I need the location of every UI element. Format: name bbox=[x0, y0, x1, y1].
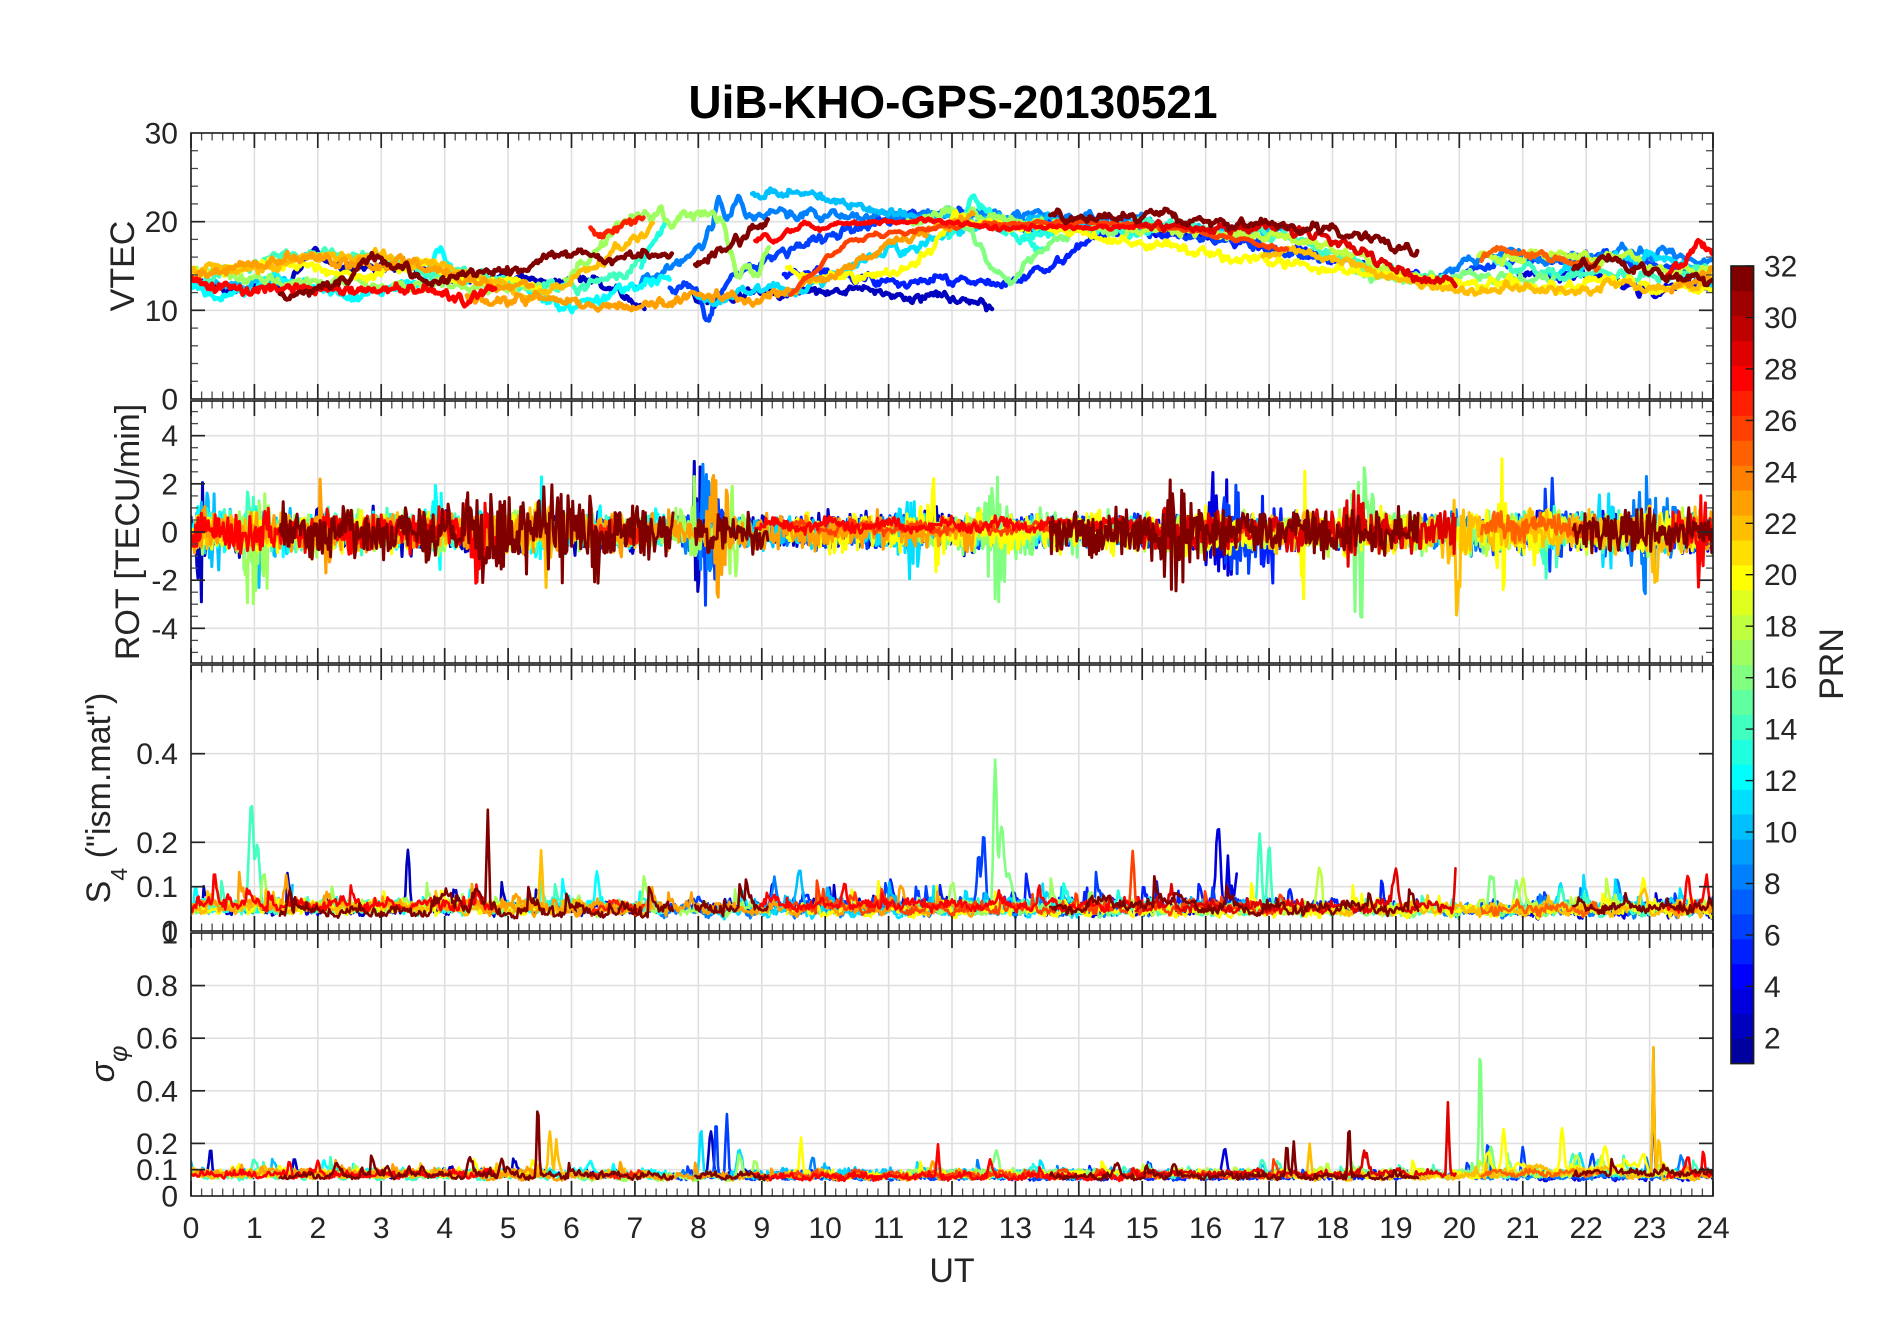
svg-text:0.4: 0.4 bbox=[136, 738, 178, 771]
svg-text:30: 30 bbox=[145, 118, 178, 151]
svg-text:11: 11 bbox=[873, 1212, 904, 1245]
svg-text:10: 10 bbox=[1764, 817, 1797, 850]
svg-text:16: 16 bbox=[1189, 1212, 1222, 1245]
svg-text:0: 0 bbox=[183, 1212, 200, 1245]
svg-text:2: 2 bbox=[161, 468, 178, 501]
svg-text:4: 4 bbox=[1764, 971, 1781, 1004]
svg-text:2: 2 bbox=[1764, 1022, 1781, 1055]
svg-text:9: 9 bbox=[753, 1212, 770, 1245]
svg-text:23: 23 bbox=[1633, 1212, 1666, 1245]
svg-text:17: 17 bbox=[1252, 1212, 1285, 1245]
svg-text:VTEC: VTEC bbox=[104, 221, 142, 312]
svg-text:0.8: 0.8 bbox=[136, 970, 178, 1003]
svg-text:-4: -4 bbox=[151, 613, 178, 646]
svg-text:24: 24 bbox=[1696, 1212, 1729, 1245]
svg-text:6: 6 bbox=[563, 1212, 580, 1245]
svg-text:0.6: 0.6 bbox=[136, 1023, 178, 1056]
svg-text:14: 14 bbox=[1062, 1212, 1095, 1245]
svg-text:ROT [TECU/min]: ROT [TECU/min] bbox=[109, 404, 147, 660]
svg-text:0: 0 bbox=[161, 916, 178, 949]
svg-text:UiB-KHO-GPS-20130521: UiB-KHO-GPS-20130521 bbox=[688, 76, 1217, 128]
svg-text:0.1: 0.1 bbox=[136, 871, 178, 904]
svg-text:26: 26 bbox=[1764, 405, 1797, 438]
svg-text:1: 1 bbox=[246, 1212, 263, 1245]
svg-text:4: 4 bbox=[161, 420, 178, 453]
svg-text:16: 16 bbox=[1764, 662, 1797, 695]
svg-text:30: 30 bbox=[1764, 302, 1797, 335]
svg-text:12: 12 bbox=[1764, 765, 1797, 798]
svg-text:20: 20 bbox=[1443, 1212, 1476, 1245]
svg-text:10: 10 bbox=[809, 1212, 842, 1245]
svg-text:10: 10 bbox=[145, 295, 178, 328]
svg-text:8: 8 bbox=[690, 1212, 707, 1245]
svg-text:12: 12 bbox=[935, 1212, 968, 1245]
svg-text:2: 2 bbox=[309, 1212, 326, 1245]
svg-text:3: 3 bbox=[373, 1212, 390, 1245]
svg-text:0.2: 0.2 bbox=[136, 1128, 178, 1161]
svg-text:6: 6 bbox=[1764, 920, 1781, 953]
svg-text:20: 20 bbox=[1764, 559, 1797, 592]
svg-text:28: 28 bbox=[1764, 353, 1797, 386]
svg-text:32: 32 bbox=[1764, 251, 1797, 284]
svg-text:18: 18 bbox=[1764, 611, 1797, 644]
svg-text:0.2: 0.2 bbox=[136, 827, 178, 860]
svg-text:13: 13 bbox=[999, 1212, 1032, 1245]
svg-text:14: 14 bbox=[1764, 714, 1797, 747]
svg-text:-2: -2 bbox=[151, 565, 178, 598]
svg-text:20: 20 bbox=[145, 206, 178, 239]
svg-text:5: 5 bbox=[500, 1212, 517, 1245]
svg-text:PRN: PRN bbox=[1813, 628, 1851, 700]
svg-text:4: 4 bbox=[436, 1212, 453, 1245]
svg-text:22: 22 bbox=[1570, 1212, 1603, 1245]
svg-text:0: 0 bbox=[161, 1181, 178, 1214]
svg-text:0: 0 bbox=[161, 517, 178, 550]
svg-text:18: 18 bbox=[1316, 1212, 1349, 1245]
svg-text:1: 1 bbox=[161, 918, 178, 951]
svg-text:0: 0 bbox=[161, 384, 178, 417]
svg-text:0.1: 0.1 bbox=[136, 1154, 178, 1187]
svg-text:19: 19 bbox=[1379, 1212, 1412, 1245]
svg-text:7: 7 bbox=[627, 1212, 644, 1245]
svg-text:15: 15 bbox=[1126, 1212, 1159, 1245]
svg-text:24: 24 bbox=[1764, 456, 1797, 489]
svg-text:21: 21 bbox=[1506, 1212, 1539, 1245]
svg-text:8: 8 bbox=[1764, 868, 1781, 901]
svg-text:UT: UT bbox=[929, 1252, 974, 1290]
svg-text:0.4: 0.4 bbox=[136, 1075, 178, 1108]
svg-text:22: 22 bbox=[1764, 508, 1797, 541]
